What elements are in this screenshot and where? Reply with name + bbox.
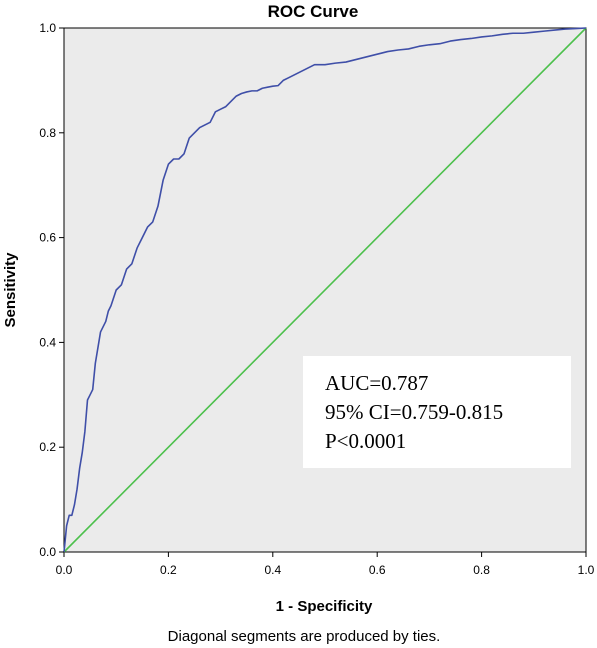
y-axis-ticks: 0.0 0.2 0.4 0.6 0.8 1.0 [39,21,64,559]
roc-curve-line [63,27,587,553]
x-tick-label: 0.2 [160,563,177,577]
y-tick-label: 0.4 [39,335,56,349]
x-tick-label: 0.6 [369,563,386,577]
y-tick-label: 0.2 [39,440,56,454]
reference-diagonal [63,27,587,553]
x-tick-label: 0.0 [56,563,73,577]
x-axis-label: 1 - Specificity [276,598,373,615]
annotation-background [303,356,571,468]
auc-value-text: AUC=0.787 [325,371,428,395]
footnote: Diagonal segments are produced by ties. [168,628,441,645]
x-tick-label: 1.0 [578,563,595,577]
y-tick-label: 0.8 [39,126,56,140]
y-tick-label: 1.0 [39,21,56,35]
y-tick-label: 0.6 [39,231,56,245]
auc-annotation-box: AUC=0.787 95% CI=0.759-0.815 P<0.0001 [303,356,571,468]
ci-value-text: 95% CI=0.759-0.815 [325,400,503,424]
y-axis-label: Sensitivity [2,252,19,328]
chart-title: ROC Curve [268,2,359,21]
diagonal-line [63,27,587,553]
roc-curve-layer [63,27,587,553]
x-tick-label: 0.4 [264,563,281,577]
y-tick-label: 0.0 [39,545,56,559]
x-axis-ticks: 0.0 0.2 0.4 0.6 0.8 1.0 [56,552,595,577]
p-value-text: P<0.0001 [325,429,406,453]
x-tick-label: 0.8 [473,563,490,577]
